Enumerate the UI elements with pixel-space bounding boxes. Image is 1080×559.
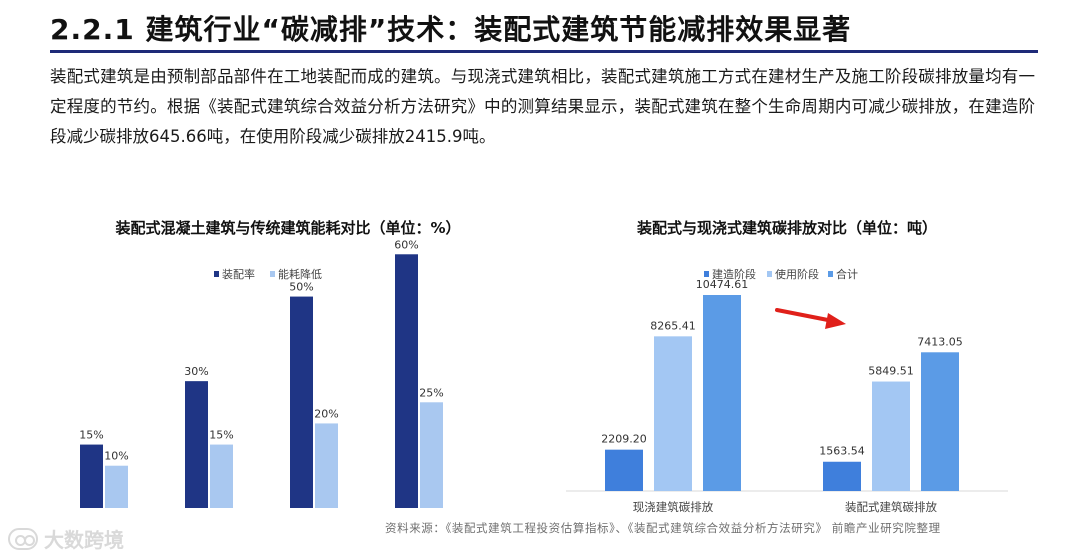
red-arrow-annotation [775, 308, 846, 329]
page-title: 2.2.1 建筑行业“碳减排”技术：装配式建筑节能减排效果显著 [50, 13, 852, 46]
chart1-bar [80, 444, 103, 508]
chart1-data-label: 20% [314, 407, 338, 420]
chart2-bar [872, 381, 910, 491]
watermark-text: 大数跨境 [44, 528, 124, 552]
chart1-legend-swatch [270, 271, 275, 277]
chart2-bar [703, 295, 741, 491]
chart2-legend-swatch [704, 271, 709, 277]
chart1-plot: 15%30%50%60%10%15%20%25% [79, 238, 444, 508]
chart2-data-label: 7413.05 [917, 335, 963, 348]
chart1-bar [315, 423, 338, 508]
chart2-title: 装配式与现浇式建筑碳排放对比（单位：吨） [636, 219, 937, 237]
chart1-data-label: 15% [79, 429, 103, 442]
red-arrow-head [825, 313, 846, 329]
watermark-logo-icon [8, 527, 38, 550]
chart2-legend: 建造阶段 使用阶段 合计 [704, 267, 858, 281]
chart1-data-label: 15% [209, 429, 233, 442]
chart2-legend-swatch [828, 271, 833, 277]
chart1-data-label: 25% [419, 386, 443, 399]
intro-paragraph: 装配式建筑是由预制部品部件在工地装配而成的建筑。与现浇式建筑相比，装配式建筑施工… [50, 67, 1035, 146]
chart2-legend-label: 建造阶段 [712, 267, 756, 281]
chart1-bar [185, 381, 208, 508]
chart2-bar [823, 461, 861, 491]
chart2-legend-swatch [767, 271, 772, 277]
chart1-bar [290, 296, 313, 508]
chart2-bar [654, 336, 692, 491]
chart1-title: 装配式混凝土建筑与传统建筑能耗对比（单位：%） [114, 219, 460, 237]
chart1-data-label: 10% [104, 450, 128, 463]
chart2-plot: 2209.20 1563.54 8265.41 5849.51 10474.61 7413… [566, 278, 1008, 514]
chart2-data-label: 2209.20 [601, 433, 647, 446]
header: 2.2.1 建筑行业“碳减排”技术：装配式建筑节能减排效果显著 [0, 0, 1080, 56]
chart1-bar [395, 254, 418, 508]
red-arrow-shaft [775, 308, 835, 323]
chart2-data-label: 10474.61 [696, 278, 749, 291]
chart1-bar [105, 465, 128, 508]
chart2-legend-label: 合计 [836, 267, 858, 281]
chart2-data-label: 5849.51 [868, 365, 914, 378]
watermark: 大数跨境 [8, 524, 124, 553]
chart2-bar [605, 449, 643, 491]
chart2-legend-label: 使用阶段 [775, 267, 819, 281]
chart1-data-label: 30% [184, 365, 208, 378]
chart1-data-label: 50% [289, 281, 313, 294]
chart1-legend-swatch [214, 271, 219, 277]
chart1-bar [210, 444, 233, 508]
chart2-category-label: 装配式建筑碳排放 [845, 500, 937, 514]
chart1-data-label: 60% [394, 238, 418, 251]
chart1-legend-label: 装配率 [222, 267, 255, 281]
chart2-bar [921, 352, 959, 491]
title-rule [50, 50, 1038, 53]
chart2-data-label: 8265.41 [650, 319, 696, 332]
chart2-category-label: 现浇建筑碳排放 [633, 500, 714, 514]
source-note: 资料来源：《装配式建筑工程投资估算指标》、《装配式建筑综合效益分析方法研究》 前… [385, 521, 941, 535]
chart1-bar [420, 402, 443, 508]
chart2-data-label: 1563.54 [819, 445, 865, 458]
chart1-legend: 装配率 能耗降低 [214, 267, 322, 281]
chart1-legend-label: 能耗降低 [278, 267, 322, 281]
